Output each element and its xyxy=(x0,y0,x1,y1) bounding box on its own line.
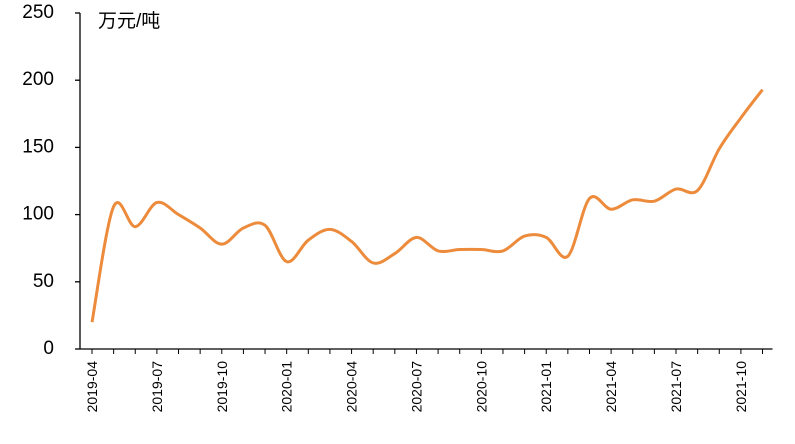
x-tick-label: 2020-01 xyxy=(279,361,295,413)
x-tick-label: 2021-07 xyxy=(668,361,684,413)
x-tick-label: 2020-04 xyxy=(344,361,360,413)
y-tick-label: 200 xyxy=(22,69,54,90)
y-tick-label: 150 xyxy=(22,136,54,157)
x-tick-label: 2021-04 xyxy=(603,361,619,413)
x-tick-label: 2020-10 xyxy=(473,361,489,413)
x-tick-label: 2021-01 xyxy=(538,361,554,413)
x-tick-label: 2019-07 xyxy=(149,361,165,413)
y-tick-label: 50 xyxy=(33,271,54,292)
data-line xyxy=(90,88,764,323)
unit-annotation: 万元/吨 xyxy=(98,10,160,32)
x-tick-label: 2019-10 xyxy=(214,361,230,413)
y-tick-label: 250 xyxy=(22,2,54,23)
y-tick-label: 100 xyxy=(22,204,54,225)
x-tick-label: 2020-07 xyxy=(408,361,424,413)
x-tick-label: 2019-04 xyxy=(84,361,100,413)
y-tick-label: 0 xyxy=(43,338,54,359)
x-tick-label: 2021-10 xyxy=(733,361,749,413)
